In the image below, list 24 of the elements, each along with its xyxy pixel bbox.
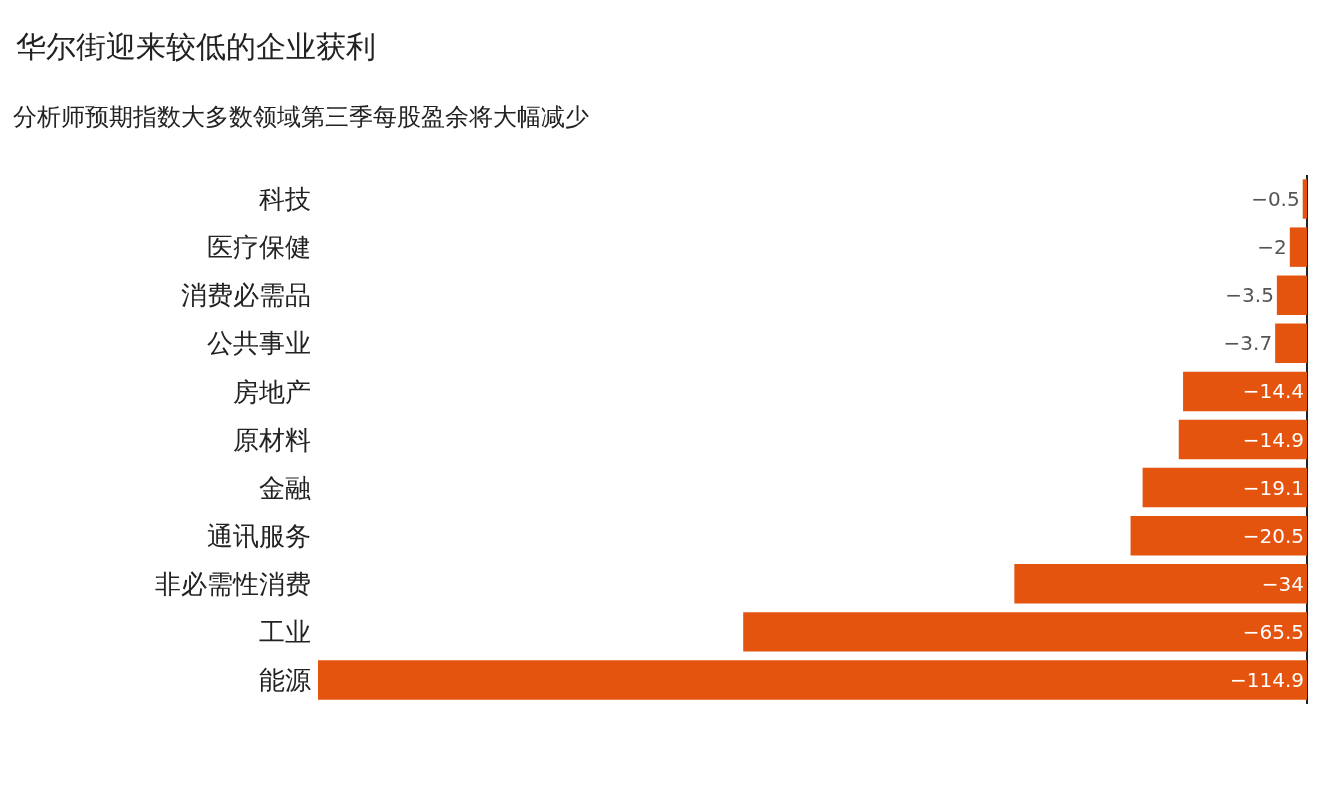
data-label: −14.4 <box>1242 379 1304 404</box>
y-tick-label: 科技 <box>259 184 311 215</box>
y-tick-label: 原材料 <box>233 424 311 455</box>
data-label: −114.9 <box>1229 667 1304 692</box>
y-tick-label: 消费必需品 <box>181 280 311 311</box>
y-tick-label: 医疗保健 <box>207 232 311 263</box>
y-tick-label: 非必需性消费 <box>155 568 311 599</box>
data-label: −3.7 <box>1223 331 1273 356</box>
data-label: −65.5 <box>1242 619 1304 644</box>
y-tick-label: 金融 <box>259 472 311 503</box>
y-tick-label: 工业 <box>259 616 311 647</box>
data-label: −34 <box>1261 571 1304 596</box>
y-tick-label: 通讯服务 <box>207 520 311 551</box>
y-tick-label: 房地产 <box>233 376 311 407</box>
data-label: −14.9 <box>1242 427 1304 452</box>
data-label: −20.5 <box>1242 523 1304 548</box>
data-label: −19.1 <box>1242 475 1304 500</box>
y-tick-label: 能源 <box>259 665 311 696</box>
y-tick-label: 公共事业 <box>207 328 311 359</box>
chart-subtitle: 分析师预期指数大多数领域第三季每股盈余将大幅减少 <box>13 103 589 131</box>
data-label: −0.5 <box>1251 187 1300 212</box>
data-label: −3.5 <box>1225 283 1274 308</box>
data-label: −2 <box>1257 235 1287 260</box>
chart-title: 华尔街迎来较低的企业获利 <box>15 28 376 64</box>
